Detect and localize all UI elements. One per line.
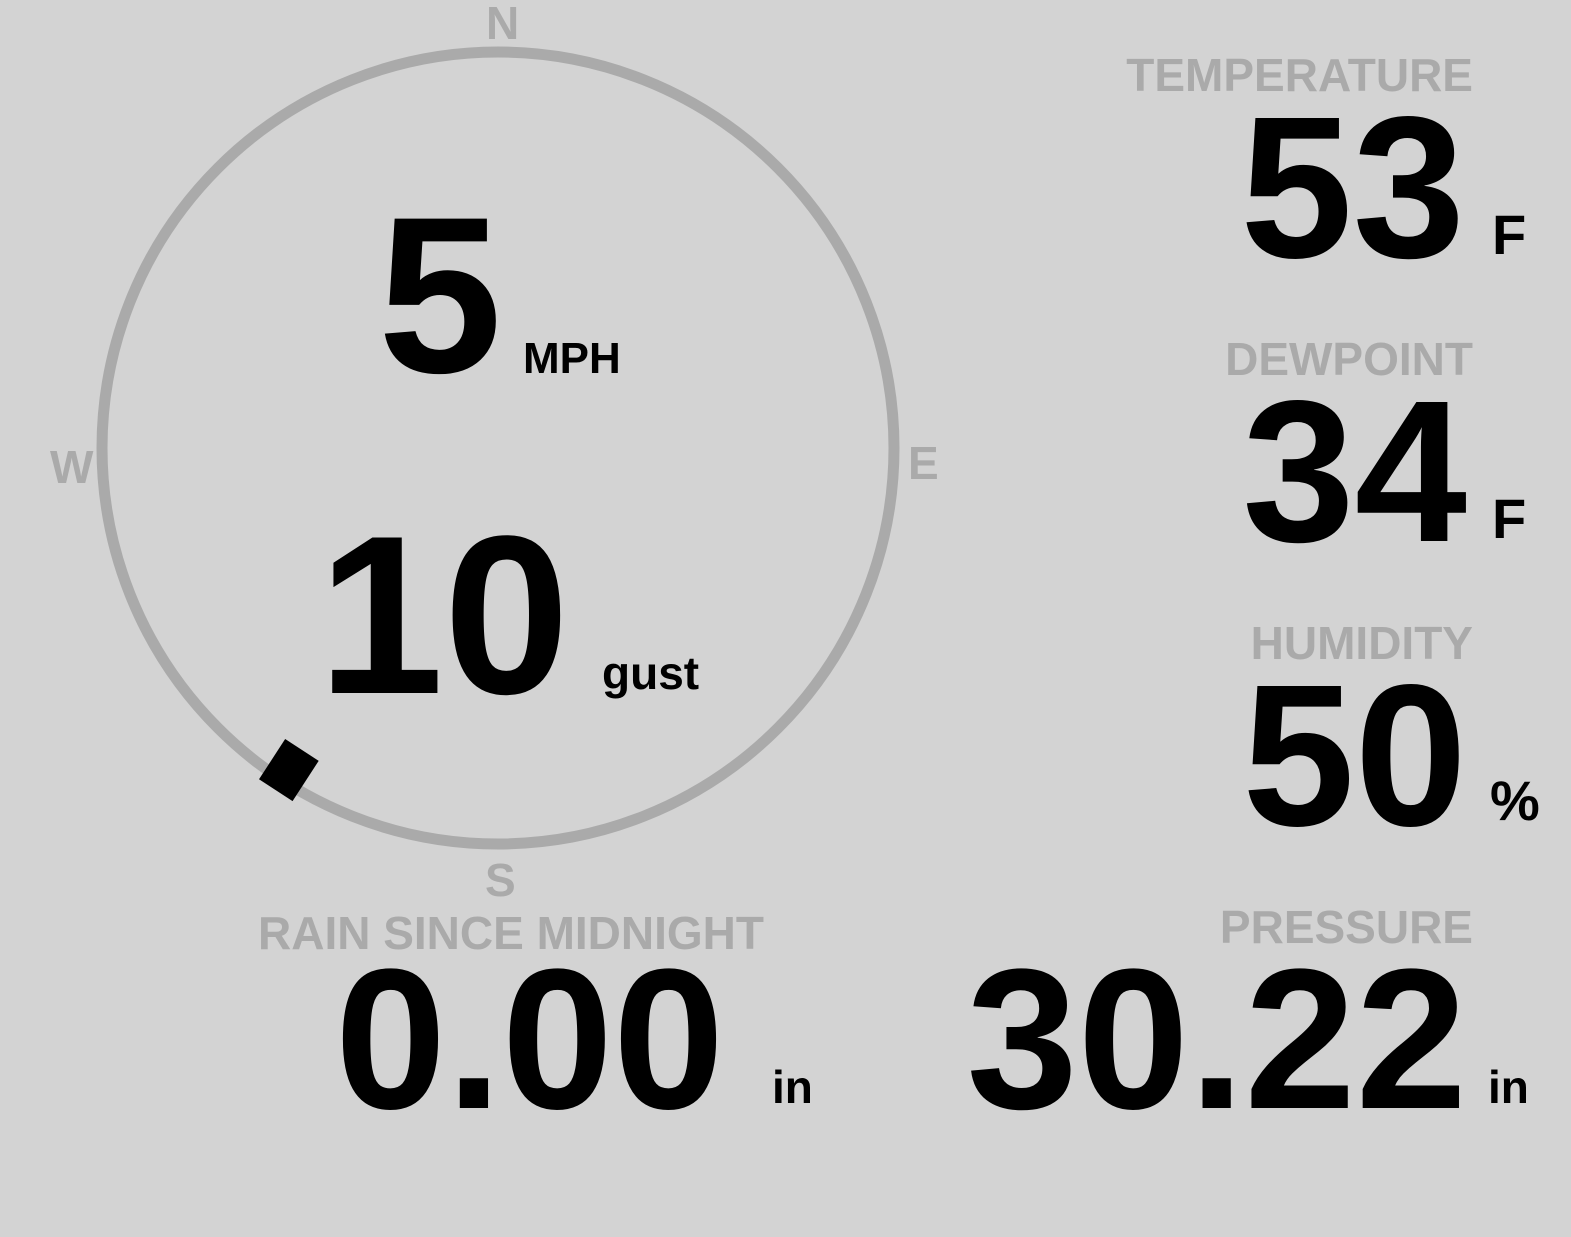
pressure-value: 30.22 xyxy=(966,928,1468,1151)
rain-label: RAIN SINCE MIDNIGHT xyxy=(258,907,764,959)
temperature-label: TEMPERATURE xyxy=(1126,49,1473,101)
dewpoint-label: DEWPOINT xyxy=(1225,333,1473,385)
pressure-label: PRESSURE xyxy=(1219,901,1473,953)
compass-north-label: N xyxy=(486,0,520,49)
pressure-unit: in xyxy=(1488,1061,1529,1113)
compass-west-label: W xyxy=(50,441,94,493)
temperature-unit: F xyxy=(1492,203,1527,266)
temperature-value: 53 xyxy=(1240,74,1465,300)
wind-direction-marker xyxy=(259,739,319,802)
compass-east-label: E xyxy=(908,437,939,489)
wind-speed-value: 5 xyxy=(378,171,503,420)
dewpoint-value: 34 xyxy=(1242,358,1467,584)
rain-value: 0.00 xyxy=(335,928,725,1151)
compass-south-label: S xyxy=(485,854,516,906)
humidity-value: 50 xyxy=(1242,642,1467,868)
wind-compass-dial xyxy=(96,46,900,850)
rain-unit: in xyxy=(772,1061,813,1113)
wind-speed-unit: MPH xyxy=(523,334,621,383)
compass-ring xyxy=(96,46,900,850)
dewpoint-unit: F xyxy=(1492,487,1527,550)
humidity-label: HUMIDITY xyxy=(1250,617,1473,669)
humidity-unit: % xyxy=(1490,769,1540,832)
wind-gust-unit: gust xyxy=(602,647,700,699)
wind-gust-value: 10 xyxy=(318,488,570,741)
